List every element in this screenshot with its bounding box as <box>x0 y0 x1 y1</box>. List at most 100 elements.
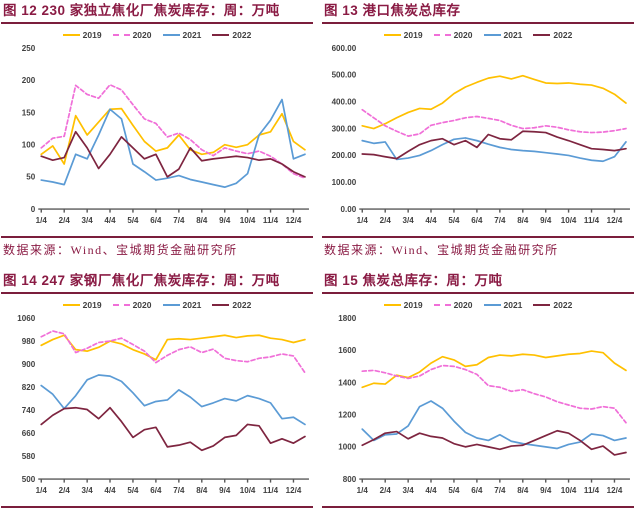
legend-item-2021: 2021 <box>483 29 523 40</box>
legend-label: 2021 <box>503 29 523 40</box>
svg-text:4/4: 4/4 <box>425 216 437 225</box>
legend-label: 2020 <box>132 299 152 310</box>
svg-text:3/4: 3/4 <box>403 216 415 225</box>
svg-text:660: 660 <box>22 429 36 438</box>
legend-label: 2022 <box>553 299 573 310</box>
chart-title: 图 13 港口焦炭总库存 <box>324 3 461 18</box>
line-chart: 0.00 100.00 200.00 300.00 400.00 500.00 600.00… <box>322 42 634 235</box>
legend-item-2022: 2022 <box>212 300 251 310</box>
legend-swatch-2022 <box>533 303 551 306</box>
line-chart: 0 50 100 150 200 250 1/4 2/4 3/4 4/4 5/4 6/4 7/4 8/4 9… <box>1 42 313 235</box>
legend-item-2019: 2019 <box>62 30 102 40</box>
title-underline <box>322 22 634 24</box>
svg-text:1/4: 1/4 <box>36 216 48 225</box>
legend-label: 2020 <box>132 29 152 40</box>
svg-text:1400: 1400 <box>338 378 356 387</box>
svg-text:10/4: 10/4 <box>240 216 256 225</box>
svg-text:11/4: 11/4 <box>263 216 279 225</box>
svg-text:10/4: 10/4 <box>561 486 577 495</box>
legend-swatch-2022 <box>212 33 230 36</box>
svg-text:100: 100 <box>22 140 36 149</box>
svg-text:300.00: 300.00 <box>332 124 357 133</box>
legend-item-2021: 2021 <box>483 300 522 310</box>
svg-text:1/4: 1/4 <box>357 216 369 225</box>
svg-text:2/4: 2/4 <box>59 486 71 495</box>
chart-legend: 2019 2020 2021 2022 <box>322 297 634 312</box>
panel-fig12: 图 12 230 家独立焦化厂焦炭库存：周：万吨 2019 2020 2021 202… <box>1 0 313 258</box>
line-chart: 500 580 660 740 820 900 980 1060 1/4 2/4 3/4 4/4 5/4… <box>1 312 313 505</box>
legend-label: 2021 <box>182 299 202 310</box>
svg-text:5/4: 5/4 <box>127 216 139 225</box>
source-divider <box>1 506 313 509</box>
svg-text:2/4: 2/4 <box>59 216 71 225</box>
source-note: 数据来源：Wind、宝城期货金融研究所 <box>324 243 559 258</box>
svg-text:8/4: 8/4 <box>517 216 529 225</box>
legend-swatch-2019 <box>62 303 80 306</box>
svg-text:1060: 1060 <box>17 314 35 323</box>
legend-swatch-2021 <box>483 303 501 306</box>
panel-fig13: 图 13 港口焦炭总库存 2019 2020 2021 2022 0.00 100.00… <box>322 0 634 258</box>
svg-text:1/4: 1/4 <box>36 486 48 495</box>
legend-item-2021: 2021 <box>162 299 202 310</box>
title-underline <box>1 292 313 294</box>
svg-text:6/4: 6/4 <box>150 486 162 495</box>
svg-text:12/4: 12/4 <box>607 216 623 225</box>
svg-text:11/4: 11/4 <box>263 486 279 495</box>
legend-swatch-2022 <box>533 33 551 36</box>
panel-fig14: 图 14 247 家钢厂焦化厂焦炭库存：周：万吨 2019 2020 2021 202… <box>1 258 313 517</box>
svg-text:3/4: 3/4 <box>82 216 94 225</box>
legend-item-2020: 2020 <box>433 299 473 310</box>
svg-text:7/4: 7/4 <box>494 486 506 495</box>
legend-item-2019: 2019 <box>383 30 423 40</box>
legend-label: 2020 <box>453 299 473 310</box>
svg-text:600.00: 600.00 <box>332 44 357 53</box>
svg-text:1000: 1000 <box>338 443 356 452</box>
svg-text:800: 800 <box>343 475 357 484</box>
chart-svg: 0.00 100.00 200.00 300.00 400.00 500.00 600.00… <box>332 44 630 225</box>
svg-text:12/4: 12/4 <box>286 486 302 495</box>
svg-text:200: 200 <box>22 76 36 85</box>
legend-swatch-2020 <box>433 33 451 36</box>
legend-label: 2021 <box>182 29 202 40</box>
svg-text:1600: 1600 <box>338 346 356 355</box>
chart-svg: 0 50 100 150 200 250 1/4 2/4 3/4 4/4 5/4 6/4 7/4 8/4 9… <box>22 44 309 225</box>
chart-legend: 2019 2020 2021 2022 <box>1 27 313 42</box>
svg-text:5/4: 5/4 <box>448 486 460 495</box>
svg-text:6/4: 6/4 <box>471 486 483 495</box>
svg-text:9/4: 9/4 <box>219 486 231 495</box>
svg-text:6/4: 6/4 <box>471 216 483 225</box>
svg-text:1800: 1800 <box>338 314 356 323</box>
svg-text:500: 500 <box>22 475 36 484</box>
svg-text:9/4: 9/4 <box>540 216 552 225</box>
legend-swatch-2019 <box>383 33 401 36</box>
svg-text:4/4: 4/4 <box>104 216 116 225</box>
legend-item-2020: 2020 <box>433 30 473 40</box>
svg-text:580: 580 <box>22 452 36 461</box>
legend-label: 2022 <box>232 299 252 310</box>
svg-text:10/4: 10/4 <box>561 216 577 225</box>
svg-text:400.00: 400.00 <box>332 97 357 106</box>
svg-text:11/4: 11/4 <box>584 486 600 495</box>
legend-swatch-2021 <box>162 303 180 306</box>
legend-label: 2022 <box>232 29 252 40</box>
svg-text:2/4: 2/4 <box>380 216 392 225</box>
svg-text:3/4: 3/4 <box>403 486 415 495</box>
legend-swatch-2021 <box>162 33 180 36</box>
chart-legend: 2019 2020 2021 2022 <box>322 27 634 42</box>
svg-text:7/4: 7/4 <box>173 486 185 495</box>
source-divider <box>322 506 634 509</box>
legend-swatch-2020 <box>112 33 130 36</box>
title-underline <box>1 22 313 24</box>
svg-text:7/4: 7/4 <box>173 216 185 225</box>
legend-swatch-2019 <box>383 303 401 306</box>
chart-legend: 2019 2020 2021 2022 <box>1 297 313 312</box>
svg-text:8/4: 8/4 <box>196 216 208 225</box>
svg-text:9/4: 9/4 <box>540 486 552 495</box>
svg-text:4/4: 4/4 <box>104 486 116 495</box>
legend-item-2020: 2020 <box>112 29 152 40</box>
svg-text:11/4: 11/4 <box>584 216 600 225</box>
chart-title: 图 14 247 家钢厂焦化厂焦炭库存：周：万吨 <box>3 273 280 288</box>
source-divider <box>1 236 313 239</box>
svg-text:740: 740 <box>22 406 36 415</box>
